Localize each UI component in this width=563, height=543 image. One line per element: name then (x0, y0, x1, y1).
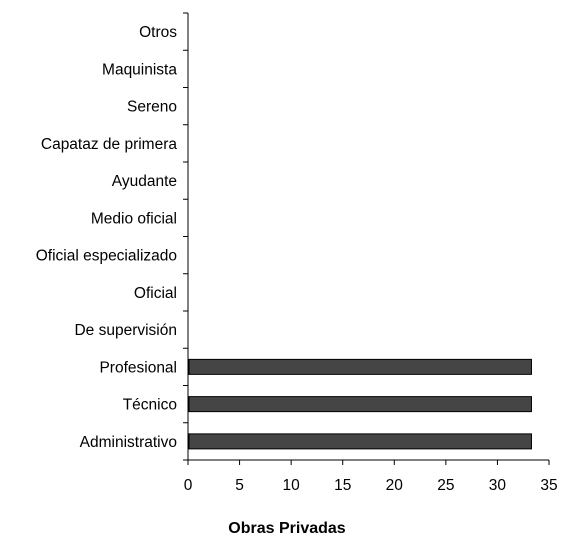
bar (188, 358, 532, 375)
y-axis-label: Ayudante (112, 173, 177, 190)
y-axis-label: Profesional (99, 359, 177, 376)
y-axis-label: Capataz de primera (41, 136, 178, 153)
y-axis-label: De supervisión (74, 322, 177, 339)
x-axis-tick-label: 25 (437, 477, 454, 494)
x-axis-tick-label: 15 (334, 477, 351, 494)
bar (188, 433, 532, 450)
x-axis-tick-label: 30 (489, 477, 507, 494)
bar (188, 396, 532, 413)
y-axis-label: Otros (139, 24, 177, 41)
y-axis-label: Oficial (134, 285, 177, 302)
x-axis (187, 459, 550, 465)
x-axis-tick-label: 5 (235, 477, 244, 494)
y-axis-label: Maquinista (102, 61, 177, 78)
x-axis-tick-labels: 0 5 10 15 20 25 30 35 (184, 477, 558, 494)
y-axis-label: Medio oficial (91, 210, 177, 227)
y-axis-labels: Administrativo Técnico Profesional De super… (36, 24, 178, 451)
x-axis-tick-label: 35 (540, 477, 557, 494)
y-axis-label: Sereno (127, 99, 177, 116)
x-axis-tick-label: 10 (283, 477, 301, 494)
y-axis-label: Administrativo (80, 434, 177, 451)
y-axis (183, 12, 189, 461)
x-axis-title: Obras Privadas (228, 520, 346, 537)
y-axis-label: Técnico (123, 397, 177, 414)
x-axis-tick-label: 20 (386, 477, 404, 494)
x-axis-tick-label: 0 (184, 477, 193, 494)
bars (188, 358, 532, 450)
y-axis-label: Oficial especializado (36, 248, 177, 265)
